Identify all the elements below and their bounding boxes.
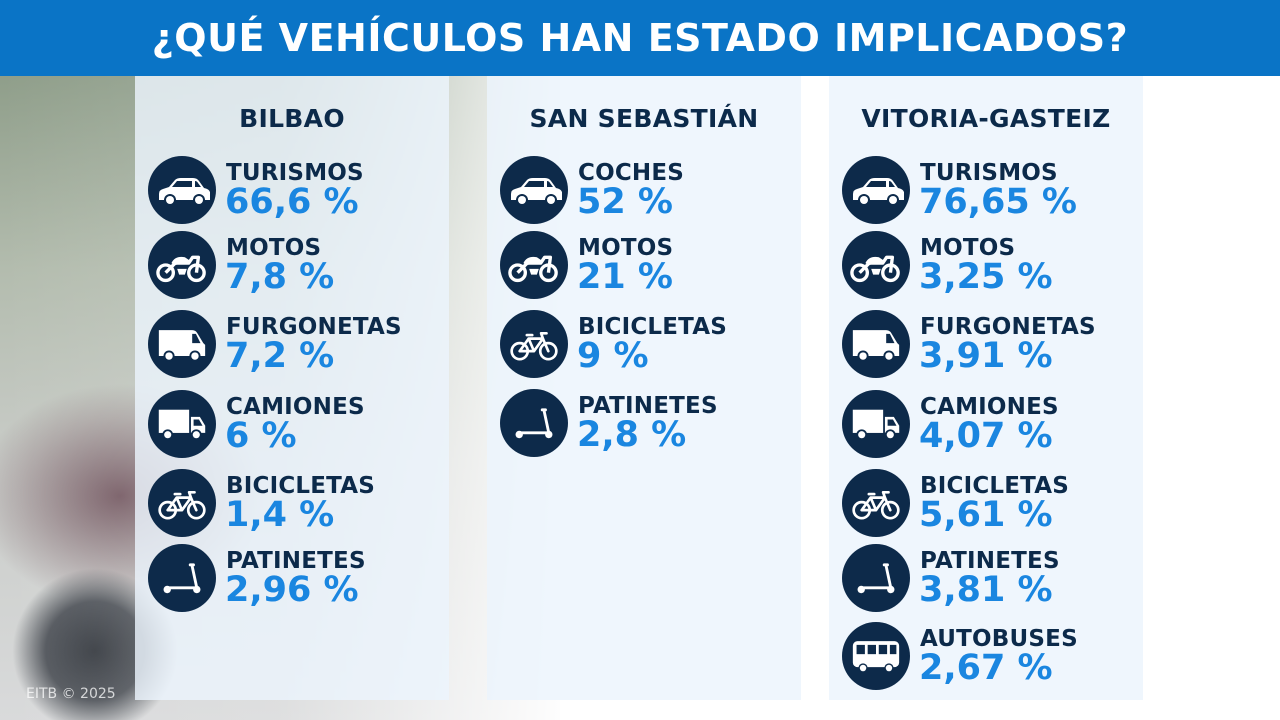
stat-label: FURGONETAS (226, 314, 402, 340)
column-bilbao: BILBAO TURISMOS 66,6 % MOTOS 7,8 % FURGO… (135, 76, 449, 700)
stat-label: MOTOS (226, 235, 322, 261)
city-title: SAN SEBASTIÁN (529, 104, 759, 133)
stat-value: 4,07 % (919, 416, 1053, 456)
stat-value: 2,96 % (225, 570, 359, 610)
stat-item: TURISMOS 66,6 % (148, 156, 448, 226)
stat-item: MOTOS 21 % (500, 231, 800, 301)
stat-item: PATINETES 2,96 % (148, 544, 448, 614)
stat-item: COCHES 52 % (500, 156, 800, 226)
stat-value: 7,2 % (225, 336, 335, 376)
stat-item: BICICLETAS 1,4 % (148, 469, 448, 539)
stat-label: CAMIONES (226, 394, 365, 420)
stat-label: CAMIONES (920, 394, 1059, 420)
stat-value: 5,61 % (919, 495, 1053, 535)
stat-value: 2,8 % (577, 415, 687, 455)
stat-value: 21 % (577, 257, 673, 297)
stat-value: 3,25 % (919, 257, 1053, 297)
stat-label: PATINETES (226, 548, 366, 574)
stat-value: 76,65 % (919, 182, 1077, 222)
stat-value: 66,6 % (225, 182, 359, 222)
stat-label: BICICLETAS (578, 314, 728, 340)
scooter-icon (148, 544, 216, 612)
stat-value: 3,81 % (919, 570, 1053, 610)
motorcycle-icon (842, 231, 910, 299)
stat-value: 9 % (577, 336, 649, 376)
stat-value: 52 % (577, 182, 673, 222)
stat-label: BICICLETAS (226, 473, 376, 499)
van-icon (148, 310, 216, 378)
stat-item: PATINETES 3,81 % (842, 544, 1142, 614)
van-icon (842, 310, 910, 378)
stat-item: PATINETES 2,8 % (500, 389, 800, 459)
stat-label: MOTOS (920, 235, 1016, 261)
truck-icon (842, 390, 910, 458)
motorcycle-icon (148, 231, 216, 299)
stat-label: MOTOS (578, 235, 674, 261)
stat-label: TURISMOS (920, 160, 1058, 186)
stat-value: 2,67 % (919, 648, 1053, 688)
stat-label: COCHES (578, 160, 685, 186)
stat-item: TURISMOS 76,65 % (842, 156, 1142, 226)
city-title: BILBAO (239, 104, 345, 133)
stat-item: CAMIONES 6 % (148, 390, 448, 460)
stat-label: TURISMOS (226, 160, 364, 186)
stat-item: BICICLETAS 5,61 % (842, 469, 1142, 539)
page-title: ¿QUÉ VEHÍCULOS HAN ESTADO IMPLICADOS? (151, 16, 1129, 60)
stat-value: 3,91 % (919, 336, 1053, 376)
stat-label: BICICLETAS (920, 473, 1070, 499)
bus-icon (842, 622, 910, 690)
stat-value: 6 % (225, 416, 297, 456)
stat-label: PATINETES (578, 393, 718, 419)
stat-item: MOTOS 3,25 % (842, 231, 1142, 301)
watermark: EITB © 2025 (26, 686, 116, 702)
stat-item: CAMIONES 4,07 % (842, 390, 1142, 460)
stat-value: 1,4 % (225, 495, 335, 535)
motorcycle-icon (500, 231, 568, 299)
city-title: VITORIA-GASTEIZ (861, 104, 1111, 133)
scooter-icon (842, 544, 910, 612)
stat-item: BICICLETAS 9 % (500, 310, 800, 380)
scooter-icon (500, 389, 568, 457)
stat-label: FURGONETAS (920, 314, 1096, 340)
stat-value: 7,8 % (225, 257, 335, 297)
bicycle-icon (842, 469, 910, 537)
stat-item: MOTOS 7,8 % (148, 231, 448, 301)
car-icon (500, 156, 568, 224)
header-bar: ¿QUÉ VEHÍCULOS HAN ESTADO IMPLICADOS? (0, 0, 1280, 76)
stat-label: AUTOBUSES (920, 626, 1078, 652)
car-icon (842, 156, 910, 224)
bicycle-icon (500, 310, 568, 378)
stat-item: FURGONETAS 7,2 % (148, 310, 448, 380)
car-icon (148, 156, 216, 224)
truck-icon (148, 390, 216, 458)
stat-item: AUTOBUSES 2,67 % (842, 622, 1142, 692)
column-vitoria-gasteiz: VITORIA-GASTEIZ TURISMOS 76,65 % MOTOS 3… (829, 76, 1143, 700)
bicycle-icon (148, 469, 216, 537)
stat-item: FURGONETAS 3,91 % (842, 310, 1142, 380)
column-san-sebastian: SAN SEBASTIÁN COCHES 52 % MOTOS 21 % BIC… (487, 76, 801, 700)
stat-label: PATINETES (920, 548, 1060, 574)
